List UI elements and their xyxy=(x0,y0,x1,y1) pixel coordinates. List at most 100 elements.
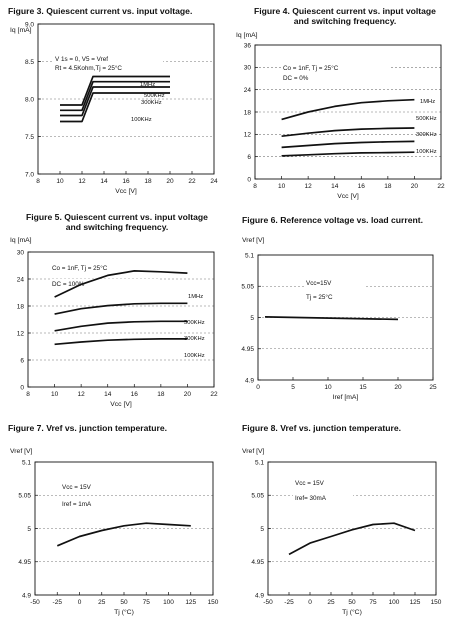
x-tick-label: 24 xyxy=(210,178,218,185)
x-tick-label: 10 xyxy=(56,178,64,185)
y-tick-label: 5.1 xyxy=(255,459,264,466)
y-tick-label: 18 xyxy=(17,303,25,310)
y-tick-label: 4.95 xyxy=(241,346,254,353)
annotation-bg xyxy=(50,263,160,272)
series-line-3 xyxy=(60,86,170,117)
annotation-text: DC = 100% xyxy=(52,281,85,288)
x-tick-label: 20 xyxy=(184,391,192,398)
x-axis-label: Tj (°C) xyxy=(114,608,134,616)
x-tick-label: 10 xyxy=(324,384,332,391)
x-tick-label: 0 xyxy=(308,599,312,606)
series-line-1 xyxy=(60,75,170,106)
y-tick-label: 36 xyxy=(244,42,252,49)
x-tick-label: 20 xyxy=(394,384,402,391)
figure-3-plot: 7.0 7.5 8.0 8.5 9.0 8 10 12 14 16 18 20 22 24 Iq [mA] V… xyxy=(10,21,218,195)
annotation-bg xyxy=(60,499,120,508)
series-line-1 xyxy=(54,270,188,298)
x-tick-label: 8 xyxy=(26,391,30,398)
figure-6-plot: 4.9 4.95 5 5.05 5.1 0 5 10 15 20 25 Vref [V] Iref [m… xyxy=(241,237,437,401)
figure-8-title: Figure 8. Vref vs. junction temperature. xyxy=(242,423,402,433)
x-tick-label: 25 xyxy=(327,599,335,606)
y-tick-label: 4.95 xyxy=(18,559,31,566)
figure-7-plot: 4.9 4.95 5 5.05 5.1 -50 -25 0 25 50 75 100 125 150 Vre… xyxy=(10,448,219,616)
y-tick-label: 8.5 xyxy=(25,59,34,66)
annotation-bg xyxy=(53,63,163,72)
series-line-4 xyxy=(60,92,170,123)
series-line-1 xyxy=(281,98,415,121)
x-tick-label: 8 xyxy=(253,183,257,190)
x-tick-label: 75 xyxy=(143,599,151,606)
y-tick-label: 4.9 xyxy=(245,377,254,384)
annotation-bg xyxy=(304,278,364,287)
x-tick-label: 14 xyxy=(100,178,108,185)
y-axis-label: Vref [V] xyxy=(10,448,33,455)
figure-6-title: Figure 6. Reference voltage vs. load cur… xyxy=(242,215,424,225)
annotation-text: Co = 1nF, Tj = 25°C xyxy=(283,64,339,72)
figure-8-plot: 4.9 4.95 5 5.05 5.1 -50 -25 0 25 50 75 100 125 150 Vre… xyxy=(242,448,442,616)
y-tick-label: 4.9 xyxy=(255,592,264,599)
y-tick-label: 6 xyxy=(20,357,24,364)
x-tick-label: 100 xyxy=(389,599,400,606)
series-line-3 xyxy=(54,320,188,332)
x-tick-label: 22 xyxy=(188,178,196,185)
figure-4-title: Figure 4. Quiescent current vs. input vo… xyxy=(234,6,456,26)
x-tick-label: -50 xyxy=(263,599,273,606)
y-tick-label: 24 xyxy=(244,87,252,94)
figure-4-title-line-2: and switching frequency. xyxy=(293,16,397,26)
series-label: 300KHz xyxy=(141,100,162,106)
series-line-3 xyxy=(281,140,415,149)
annotation-bg xyxy=(281,73,391,82)
series-line-4 xyxy=(54,338,188,346)
x-tick-label: 16 xyxy=(358,183,366,190)
figure-5-plot: 0 6 12 18 24 30 8 10 12 14 16 18 20 22 Iq [mA] Vcc [V] C… xyxy=(10,237,218,408)
y-tick-label: 18 xyxy=(244,109,252,116)
x-tick-label: -25 xyxy=(284,599,294,606)
annotation-bg xyxy=(53,54,163,63)
figure-4-title-line-1: Figure 4. Quiescent current vs. input vo… xyxy=(254,6,436,16)
x-tick-label: 150 xyxy=(208,599,219,606)
x-tick-label: 15 xyxy=(359,384,367,391)
annotation-text: V 1s = 0, V5 = Vref xyxy=(55,56,108,63)
x-axis-label: Vcc [V] xyxy=(110,401,132,408)
y-tick-label: 4.9 xyxy=(22,592,31,599)
x-tick-label: 25 xyxy=(98,599,106,606)
figure-5-title-line-1: Figure 5. Quiescent current vs. input vo… xyxy=(26,212,208,222)
series-label: 500KHz xyxy=(144,93,165,99)
series-label: 1MHz xyxy=(140,82,155,88)
plot-frame xyxy=(27,251,215,388)
annotation-bg xyxy=(293,493,353,502)
y-tick-label: 0 xyxy=(247,176,251,183)
y-tick-label: 24 xyxy=(17,276,25,283)
y-tick-label: 5.05 xyxy=(241,284,254,291)
x-tick-label: 12 xyxy=(78,178,86,185)
annotation-bg xyxy=(293,478,353,487)
x-axis-label: Iref [mA] xyxy=(333,394,359,401)
y-tick-label: 5.05 xyxy=(18,493,31,500)
x-tick-label: 125 xyxy=(185,599,196,606)
y-tick-label: 12 xyxy=(17,330,25,337)
y-tick-label: 7.5 xyxy=(25,134,34,141)
series-line-4 xyxy=(281,151,415,157)
x-tick-label: 125 xyxy=(410,599,421,606)
annotation-text: Iref = 1mA xyxy=(62,501,92,508)
annotation-text: Rt = 4.5Kohm,Tj = 25°C xyxy=(55,64,122,72)
series-label: 100KHz xyxy=(131,117,152,123)
x-tick-label: 50 xyxy=(120,599,128,606)
y-axis-label: Iq [mA] xyxy=(10,237,32,244)
y-axis-label: Iq [mA] xyxy=(10,27,32,34)
x-tick-label: 100 xyxy=(163,599,174,606)
y-tick-label: 12 xyxy=(244,132,252,139)
x-tick-label: 8 xyxy=(36,178,40,185)
x-tick-label: 12 xyxy=(305,183,313,190)
x-tick-label: 20 xyxy=(411,183,419,190)
x-tick-label: -50 xyxy=(30,599,40,606)
x-tick-label: 14 xyxy=(331,183,339,190)
y-tick-label: 0 xyxy=(20,384,24,391)
series-label: 300KHz xyxy=(184,336,205,342)
annotation-text: Co = 1nF, Tj = 25°C xyxy=(52,264,108,272)
x-tick-label: 22 xyxy=(437,183,445,190)
x-axis-label: Vcc [V] xyxy=(337,193,359,200)
annotation-text: Tj = 25°C xyxy=(306,293,333,301)
figure-5-title-line-2: and switching frequency. xyxy=(65,222,169,232)
